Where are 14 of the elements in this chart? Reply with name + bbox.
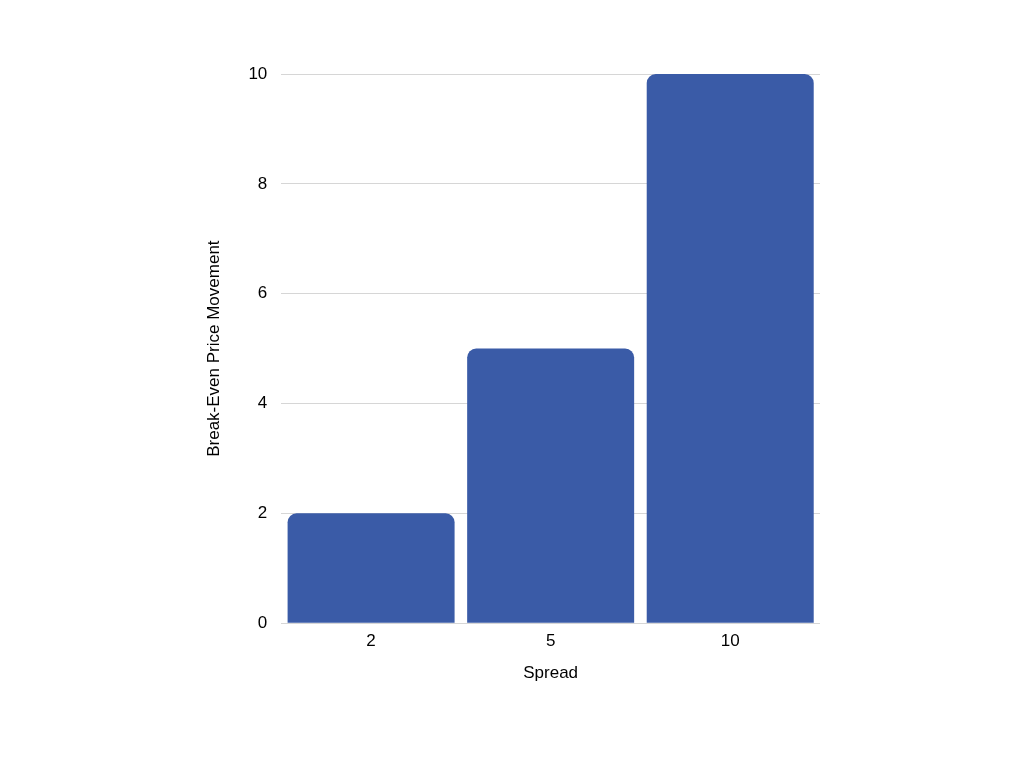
bar	[287, 513, 455, 623]
y-axis-title: Break-Even Price Movement	[203, 240, 223, 457]
y-tick-label: 4	[257, 393, 268, 413]
y-tick-label: 6	[257, 283, 268, 303]
x-tick-label: 2	[366, 631, 376, 651]
y-tick-label: 10	[248, 63, 268, 83]
bar	[646, 74, 814, 623]
x-tick-label: 5	[545, 631, 556, 651]
x-axis-title: Spread	[523, 663, 579, 683]
x-tick-label: 10	[720, 631, 740, 651]
y-tick-label: 2	[257, 503, 268, 523]
bar	[467, 348, 635, 623]
y-tick-label: 0	[257, 612, 268, 632]
y-tick-label: 8	[257, 173, 268, 193]
